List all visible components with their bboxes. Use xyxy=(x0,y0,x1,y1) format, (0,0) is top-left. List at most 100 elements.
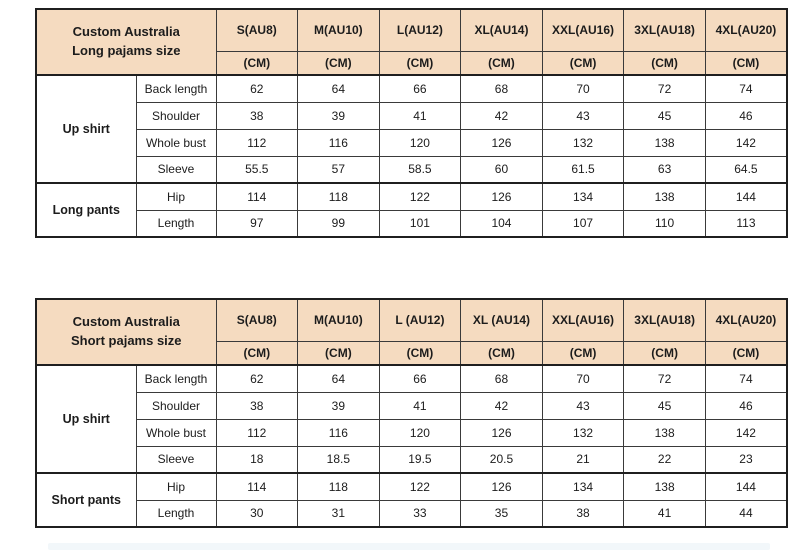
measure-value: 41 xyxy=(623,499,706,528)
measure-value: 19.5 xyxy=(378,445,462,474)
measure-value: 18 xyxy=(215,445,299,474)
measure-value: 74 xyxy=(704,74,788,103)
measure-value: 142 xyxy=(704,418,788,447)
unit-label: (CM) xyxy=(704,340,788,366)
group-label: Short pants xyxy=(35,472,137,528)
size-col-header: L (AU12) xyxy=(378,298,462,342)
measure-value: 44 xyxy=(704,499,788,528)
table-title-line1: Custom Australia xyxy=(72,24,180,40)
measure-value: 138 xyxy=(623,182,706,211)
size-col-header: L(AU12) xyxy=(378,8,462,52)
measure-value: 31 xyxy=(297,499,380,528)
measure-value: 61.5 xyxy=(541,155,625,184)
measure-value: 138 xyxy=(623,472,706,501)
measure-value: 138 xyxy=(623,128,706,157)
measure-value: 101 xyxy=(378,209,462,238)
measure-value: 120 xyxy=(378,418,462,447)
measure-value: 55.5 xyxy=(215,155,299,184)
measure-value: 60 xyxy=(460,155,543,184)
measure-value: 74 xyxy=(704,364,788,393)
unit-label: (CM) xyxy=(215,50,299,76)
measure-value: 112 xyxy=(215,128,299,157)
measure-value: 62 xyxy=(215,74,299,103)
measure-value: 122 xyxy=(378,182,462,211)
measure-value: 138 xyxy=(623,418,706,447)
unit-label: (CM) xyxy=(541,340,625,366)
measure-value: 104 xyxy=(460,209,543,238)
measure-label: Whole bust xyxy=(135,128,217,157)
measure-value: 38 xyxy=(541,499,625,528)
partial-bottom-strip xyxy=(48,543,770,550)
size-col-header: M(AU10) xyxy=(297,8,380,52)
size-col-header: M(AU10) xyxy=(297,298,380,342)
measure-label: Hip xyxy=(135,182,217,211)
measure-label: Back length xyxy=(135,74,217,103)
size-col-header: 3XL(AU18) xyxy=(623,298,706,342)
measure-value: 66 xyxy=(378,74,462,103)
measure-value: 114 xyxy=(215,472,299,501)
measure-value: 134 xyxy=(541,182,625,211)
measure-value: 107 xyxy=(541,209,625,238)
measure-value: 39 xyxy=(297,101,380,130)
unit-label: (CM) xyxy=(297,50,380,76)
table-title-line2: Short pajams size xyxy=(70,333,182,348)
measure-value: 118 xyxy=(297,472,380,501)
unit-label: (CM) xyxy=(623,340,706,366)
measure-value: 42 xyxy=(460,101,543,130)
measure-value: 118 xyxy=(297,182,380,211)
measure-label: Sleeve xyxy=(135,155,217,184)
table-title: Custom Australia Short pajams size xyxy=(35,298,217,366)
measure-value: 58.5 xyxy=(378,155,462,184)
group-label: Long pants xyxy=(35,182,137,238)
group-label: Up shirt xyxy=(35,364,137,474)
measure-value: 30 xyxy=(215,499,299,528)
measure-value: 132 xyxy=(541,418,625,447)
size-col-header: XXL(AU16) xyxy=(541,298,625,342)
size-col-header: XL (AU14) xyxy=(460,298,543,342)
measure-value: 126 xyxy=(460,128,543,157)
measure-value: 64.5 xyxy=(704,155,788,184)
measure-value: 72 xyxy=(623,74,706,103)
measure-label: Length xyxy=(135,209,217,238)
measure-label: Shoulder xyxy=(135,391,217,420)
measure-value: 134 xyxy=(541,472,625,501)
measure-value: 20.5 xyxy=(460,445,543,474)
measure-value: 122 xyxy=(378,472,462,501)
measure-value: 45 xyxy=(623,101,706,130)
measure-value: 42 xyxy=(460,391,543,420)
measure-label: Sleeve xyxy=(135,445,217,474)
measure-label: Hip xyxy=(135,472,217,501)
unit-label: (CM) xyxy=(623,50,706,76)
measure-value: 43 xyxy=(541,101,625,130)
size-table-short-pajams: Custom Australia Short pajams size S(AU8) M… xyxy=(35,298,788,528)
size-col-header: XXL(AU16) xyxy=(541,8,625,52)
group-label: Up shirt xyxy=(35,74,137,184)
measure-value: 41 xyxy=(378,101,462,130)
measure-value: 22 xyxy=(623,445,706,474)
measure-value: 114 xyxy=(215,182,299,211)
measure-value: 110 xyxy=(623,209,706,238)
size-col-header: S(AU8) xyxy=(215,8,299,52)
measure-value: 144 xyxy=(704,182,788,211)
measure-value: 70 xyxy=(541,74,625,103)
measure-value: 38 xyxy=(215,391,299,420)
size-table-long-pajams: Custom Australia Long pajams size S(AU8) M(… xyxy=(35,8,788,238)
measure-value: 62 xyxy=(215,364,299,393)
measure-value: 113 xyxy=(704,209,788,238)
measure-value: 68 xyxy=(460,74,543,103)
measure-value: 38 xyxy=(215,101,299,130)
measure-value: 116 xyxy=(297,128,380,157)
measure-value: 126 xyxy=(460,182,543,211)
measure-value: 43 xyxy=(541,391,625,420)
measure-value: 70 xyxy=(541,364,625,393)
measure-value: 57 xyxy=(297,155,380,184)
unit-label: (CM) xyxy=(297,340,380,366)
size-col-header: XL(AU14) xyxy=(460,8,543,52)
unit-label: (CM) xyxy=(378,340,462,366)
measure-value: 46 xyxy=(704,391,788,420)
unit-label: (CM) xyxy=(460,340,543,366)
measure-value: 46 xyxy=(704,101,788,130)
measure-value: 112 xyxy=(215,418,299,447)
measure-value: 99 xyxy=(297,209,380,238)
measure-value: 72 xyxy=(623,364,706,393)
